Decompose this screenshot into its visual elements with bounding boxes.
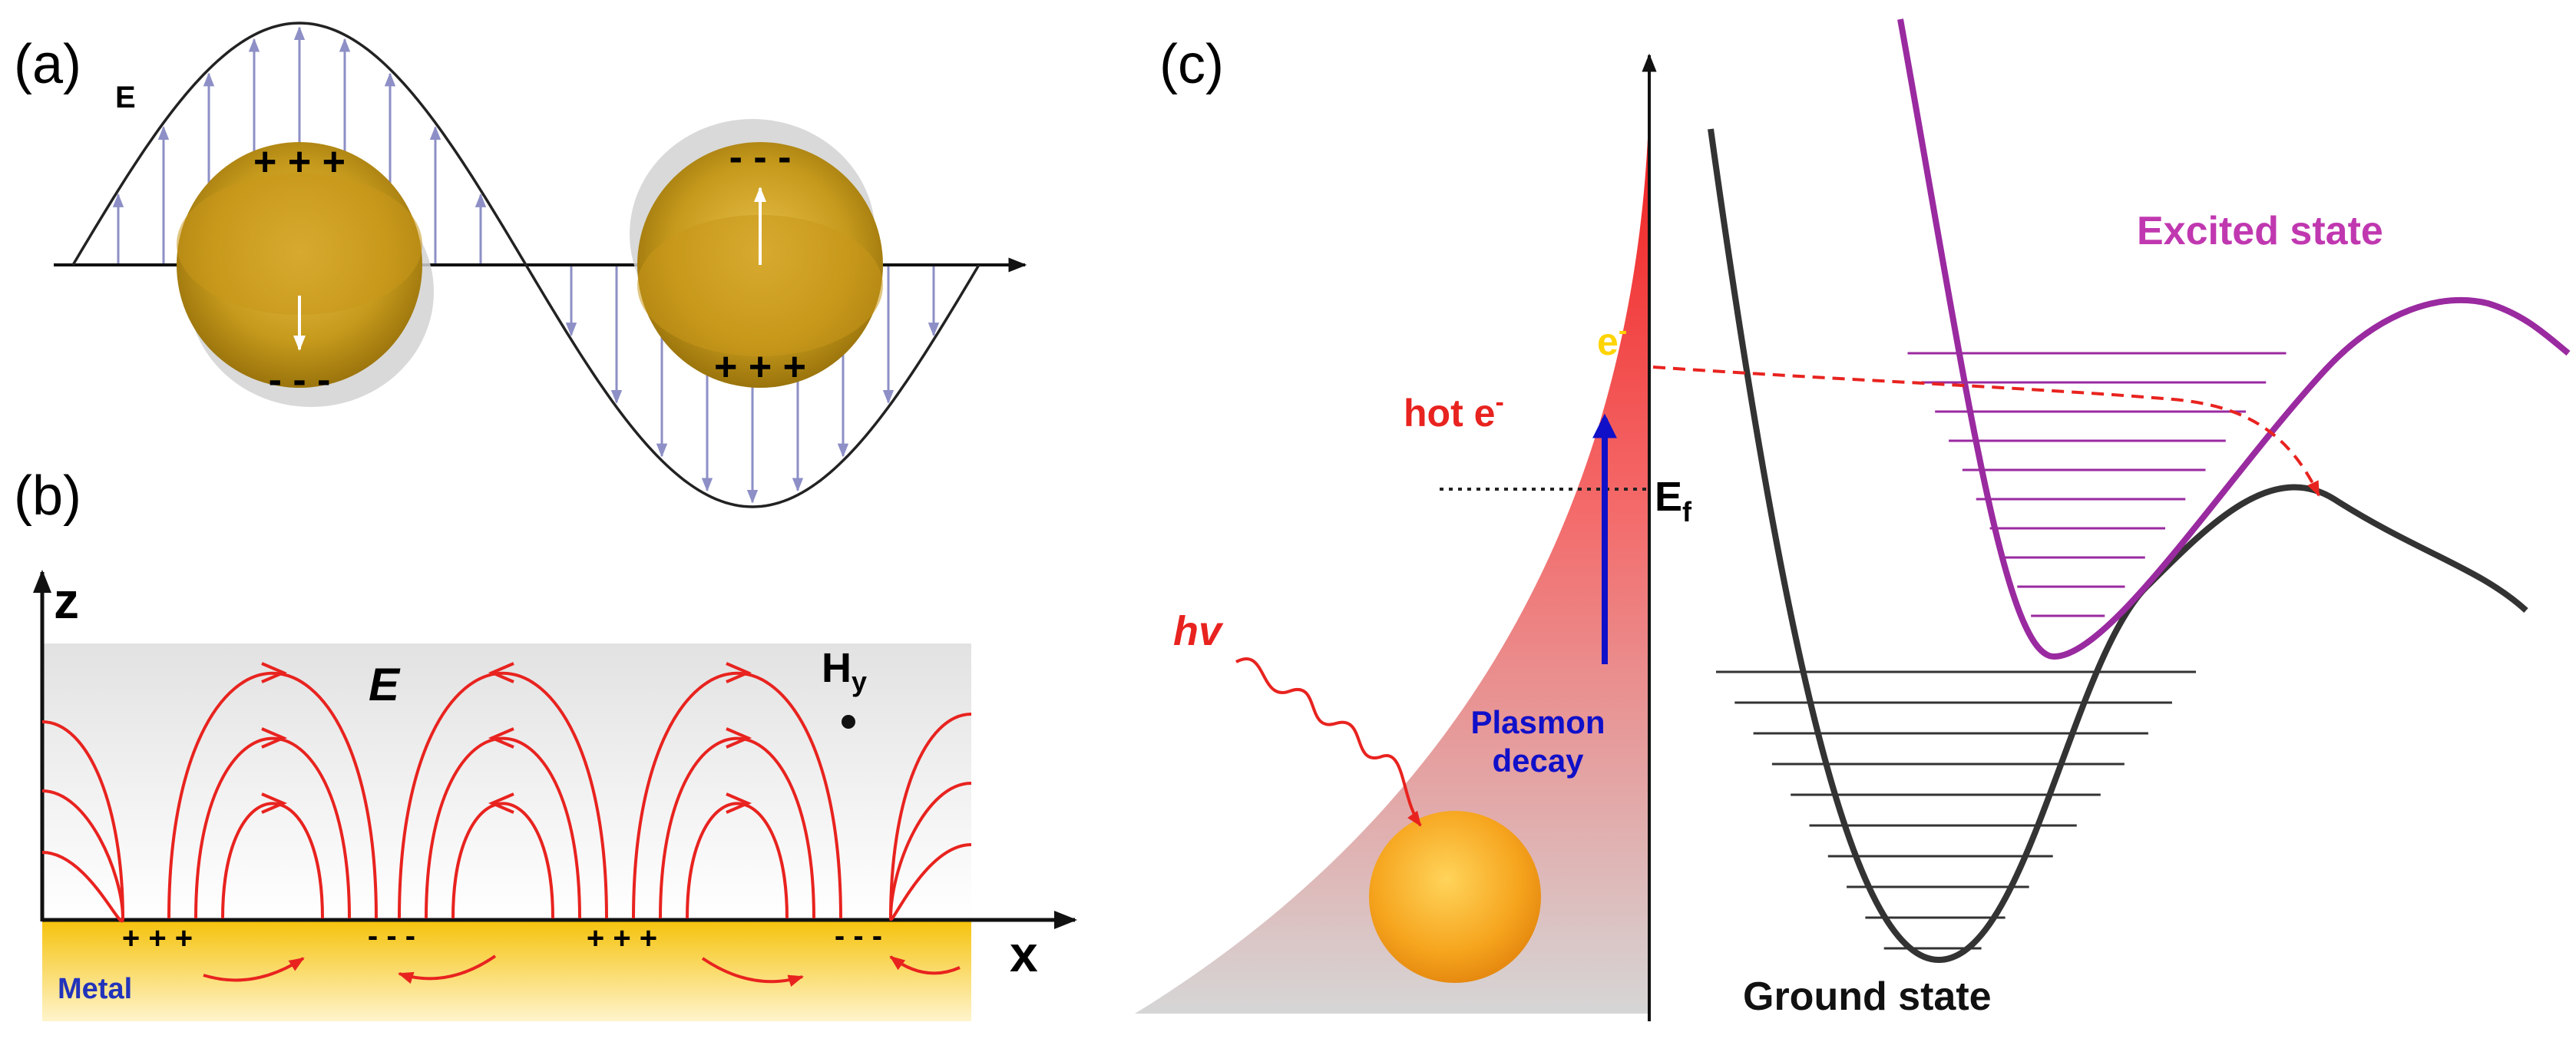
excited-state-levels — [1907, 352, 2287, 617]
metal-region — [42, 920, 971, 1021]
field-loop-arrowhead — [488, 792, 514, 814]
metal-current-arrow — [889, 955, 961, 975]
field-loop — [425, 736, 581, 919]
left-top-charges: + + + — [253, 140, 346, 184]
field-loop-arrowhead — [488, 727, 514, 749]
metal-current-arrow — [701, 957, 804, 987]
ground-state-levels — [1716, 670, 2196, 950]
field-loop-edge — [41, 851, 124, 923]
field-loop-arrowhead — [261, 662, 288, 683]
x-axis-label: x — [1010, 925, 1038, 982]
panel-c-label: (c) — [1159, 34, 1224, 95]
h-field-label: Hy — [822, 645, 867, 697]
field-loop — [194, 736, 351, 919]
panel-a-field-label: E — [115, 81, 136, 114]
surface-charge-1: + + + — [122, 921, 193, 955]
plasmon-decay-line1: Plasmon — [1470, 704, 1605, 740]
fermi-level-label: Ef — [1655, 474, 1692, 528]
photon-wave — [1235, 657, 1422, 827]
hot-electron-label: hot e- — [1404, 388, 1504, 435]
plasmonic-nanoparticle — [1369, 811, 1541, 983]
field-loop-edge — [41, 720, 124, 919]
excited-state-curve — [1897, 18, 2571, 660]
plasmon-decay-line2: decay — [1492, 743, 1584, 779]
field-loop-arrowhead — [726, 662, 752, 683]
panel-c: (c) Ef hv Plasmon decay hot e- e- Excite… — [1135, 18, 2571, 1021]
field-loop-edge — [889, 843, 972, 921]
field-loop — [686, 802, 789, 919]
field-loop — [632, 671, 842, 919]
ground-state-label: Ground state — [1743, 974, 1992, 1019]
field-loop-edge — [889, 713, 972, 919]
excited-state-label: Excited state — [2137, 209, 2383, 253]
field-loop — [221, 802, 324, 919]
field-loop — [451, 802, 554, 919]
field-loop-arrowhead — [488, 662, 514, 683]
field-loop-arrowhead — [726, 792, 752, 814]
field-loop — [398, 671, 608, 919]
z-axis-label: z — [54, 572, 79, 629]
left-bottom-charges: - - - — [269, 358, 331, 402]
metal-current-arrow — [398, 954, 497, 984]
left-nanoparticle — [177, 142, 434, 407]
surface-charge-2: - - - — [368, 919, 415, 953]
right-nanoparticle — [630, 119, 883, 388]
panel-a: (a) E + + + - - - - - - + + + — [14, 22, 1027, 508]
electron-label: e- — [1597, 316, 1627, 363]
right-bottom-charges: + + + — [714, 345, 806, 389]
electron-transfer-path — [1652, 366, 2320, 497]
ground-state-curve — [1708, 128, 2528, 964]
field-loop-edge — [889, 782, 972, 919]
surface-charge-3: + + + — [587, 921, 657, 955]
sine-wave — [71, 22, 980, 508]
field-loop-edge — [41, 789, 124, 919]
field-loop — [659, 736, 815, 919]
field-loop-arrowhead — [261, 727, 288, 749]
field-lines — [41, 662, 972, 987]
surface-charge-4: - - - — [835, 919, 882, 953]
metal-label: Metal — [58, 973, 132, 1005]
hot-electron-distribution — [1135, 96, 1649, 1014]
photon-label: hv — [1173, 608, 1224, 654]
metal-current-arrow — [203, 957, 305, 982]
field-loop-arrowhead — [726, 727, 752, 749]
right-top-charges: - - - — [729, 135, 792, 180]
field-loop-arrowhead — [261, 792, 288, 814]
field-loop — [167, 671, 378, 919]
h-field-dot — [842, 715, 855, 729]
panel-b-label: (b) — [14, 465, 81, 527]
panel-b: (b) z x E Hy Metal + + + - - - + + + - -… — [14, 465, 1077, 1021]
panel-a-label: (a) — [14, 34, 81, 95]
field-label-e: E — [369, 659, 401, 710]
